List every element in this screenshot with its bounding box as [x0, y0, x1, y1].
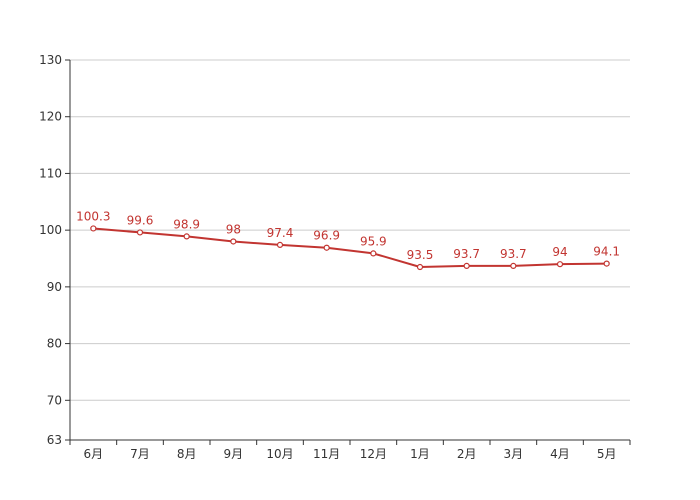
data-label: 95.9 — [360, 234, 387, 248]
grid-lines — [70, 59, 630, 401]
x-tick-label: 6月 — [84, 447, 104, 461]
data-label: 93.5 — [407, 248, 434, 262]
data-label: 99.6 — [127, 213, 154, 227]
x-tick-label: 11月 — [313, 447, 340, 461]
data-point — [556, 261, 564, 268]
x-tick-label: 3月 — [504, 447, 524, 461]
data-label: 93.7 — [500, 247, 527, 261]
data-label: 97.4 — [267, 226, 294, 240]
y-tick-label: 130 — [39, 53, 62, 67]
data-label: 94 — [552, 245, 567, 259]
data-label: 96.9 — [313, 229, 340, 243]
data-point — [90, 225, 97, 232]
x-tick-label: 4月 — [550, 447, 570, 461]
series-line — [93, 227, 607, 269]
y-tick-label: 100 — [39, 223, 62, 237]
data-labels: 100.3 99.6 98.9 98 97.4 96.9 95.9 93.5 93.7 93.7 9… — [76, 209, 620, 262]
x-tick-label: 1月 — [410, 447, 430, 461]
x-tick-label: 10月 — [266, 447, 293, 461]
data-label: 94.1 — [593, 245, 620, 259]
x-tick-label: 2月 — [457, 447, 477, 461]
x-tick-label: 8月 — [177, 447, 197, 461]
y-tick-label: 70 — [47, 393, 62, 407]
data-point — [370, 250, 377, 257]
data-point — [603, 260, 610, 267]
series — [90, 225, 610, 271]
data-point — [463, 262, 470, 269]
data-label: 93.7 — [453, 247, 480, 261]
axes: 63 70 80 90 100 110 120 130 6月 7月 8月 9月 10月 11月 12月 1月 2… — [39, 53, 631, 461]
y-tick-label: 110 — [39, 166, 62, 180]
data-point — [230, 238, 237, 245]
data-point — [323, 244, 330, 251]
y-tick-label: 120 — [39, 110, 62, 124]
data-point — [416, 263, 424, 271]
x-tick-label: 12月 — [360, 447, 387, 461]
data-label: 98.9 — [173, 217, 200, 231]
data-point — [276, 241, 284, 248]
data-label: 100.3 — [76, 209, 110, 223]
data-point — [510, 262, 517, 269]
y-tick-label: 63 — [47, 433, 62, 447]
data-point — [136, 229, 144, 236]
data-point — [183, 233, 190, 240]
x-tick-label: 7月 — [130, 447, 150, 461]
x-tick-label: 5月 — [597, 447, 617, 461]
y-tick-label: 90 — [47, 280, 62, 294]
x-tick-label: 9月 — [224, 447, 244, 461]
y-tick-label: 80 — [47, 337, 62, 351]
data-label: 98 — [226, 222, 241, 236]
